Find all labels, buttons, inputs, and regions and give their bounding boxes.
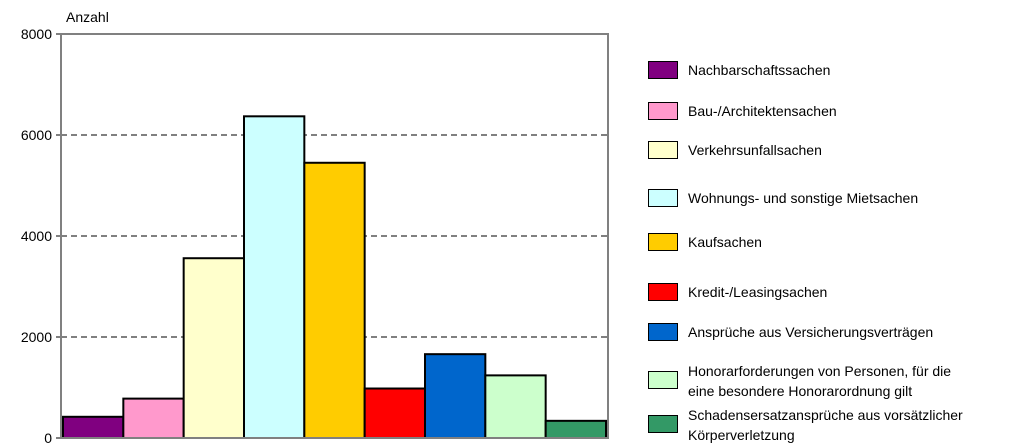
bar	[182, 257, 246, 439]
legend-swatch	[648, 323, 678, 341]
legend-swatch	[648, 233, 678, 251]
y-tick-label: 2000	[21, 329, 52, 345]
bar-chart: Anzahl 0 2000 4000 6000 8000	[21, 9, 609, 445]
bars	[62, 115, 608, 440]
legend-swatch	[648, 371, 678, 389]
legend-label: Bau-/Architektensachen	[688, 103, 837, 119]
bar	[424, 353, 487, 440]
legend-swatch	[648, 61, 678, 79]
plot-border	[60, 33, 609, 439]
y-tick-label: 6000	[21, 127, 52, 143]
legend-swatch	[648, 283, 678, 301]
bar	[544, 419, 608, 439]
y-tick-labels: 0 2000 4000 6000 8000	[21, 26, 61, 445]
bar	[243, 115, 306, 439]
bar	[62, 415, 125, 440]
legend-label: Honorarforderungen von Personen, für die…	[688, 363, 952, 399]
legend-swatch	[648, 415, 678, 433]
bar	[303, 161, 366, 439]
y-tick-label: 8000	[21, 26, 52, 42]
legend-swatch	[648, 102, 678, 120]
legend-label: Wohnungs- und sonstige Mietsachen	[688, 190, 919, 206]
legend-swatch	[648, 141, 678, 159]
y-axis-label: Anzahl	[66, 9, 109, 25]
legend-label: Nachbarschaftssachen	[688, 62, 831, 78]
legend-label: Kredit-/Leasingsachen	[688, 284, 828, 300]
y-tick-label: 4000	[21, 228, 52, 244]
bar	[122, 397, 185, 439]
legend-label: Ansprüche aus Versicherungsverträgen	[688, 324, 934, 340]
legend-swatch	[648, 189, 678, 207]
legend-label: Kaufsachen	[688, 234, 762, 250]
bar	[363, 387, 426, 440]
legend-label: Schadensersatzansprüche aus vorsätzliche…	[688, 407, 963, 443]
y-tick-label: 0	[44, 430, 52, 445]
legend-label: Verkehrsunfallsachen	[688, 142, 822, 158]
bar	[484, 374, 547, 440]
